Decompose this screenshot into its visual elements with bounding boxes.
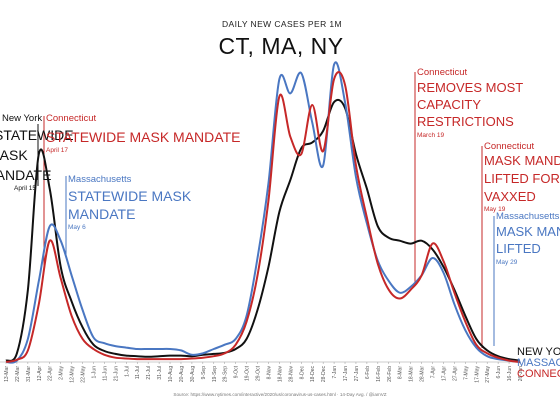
ct-restrictions-date: March 19 (417, 132, 444, 139)
x-tick-label: 27-Apr (452, 366, 458, 381)
ct-lifted-date: May 19 (484, 206, 506, 213)
x-tick-label: 11-Jul (135, 366, 141, 379)
x-tick-label: 1-Jun (92, 366, 98, 379)
ct-mandate-text: STATEWIDE MASK MANDATE (46, 129, 240, 145)
ct-mandate-date: April 17 (46, 147, 68, 154)
x-tick-label: 27-May (485, 366, 491, 383)
x-tick-label: 17-May (474, 366, 480, 383)
x-tick-label: 18-Dec (310, 366, 316, 383)
ct-mandate-label: Connecticut (46, 113, 97, 124)
end-label-ct: CONNECTICUT (517, 368, 560, 380)
x-tick-label: 30-Aug (190, 366, 196, 382)
x-tick-label: 20-Aug (179, 366, 185, 382)
x-tick-label: 9-Sep (201, 366, 207, 380)
x-tick-label: 19-Sep (212, 366, 218, 382)
ny-annotation-date: April 15 (14, 185, 36, 192)
series-line-massachusetts (5, 61, 520, 364)
ma-mandate-line2: MANDATE (68, 206, 135, 222)
x-tick-label: 26-Feb (387, 366, 393, 382)
ma-lifted-label: Massachusetts (496, 211, 560, 222)
x-tick-label: 27-Jan (354, 366, 360, 382)
x-tick-label: 8-Dec (299, 366, 305, 380)
x-tick-label: 26-Jun (518, 366, 524, 382)
x-tick-label: 12-May (70, 366, 76, 383)
ma-mandate-date: May 6 (68, 224, 86, 231)
ct-restrictions-label: Connecticut (417, 67, 468, 78)
x-tick-label: 16-Jun (507, 366, 513, 382)
x-tick-label: 8-Nov (267, 366, 273, 380)
x-tick-label: 12-Apr (37, 366, 43, 381)
ny-annotation-line3: MANDATE (0, 167, 51, 183)
x-tick-label: 9-Oct (234, 365, 240, 378)
x-tick-label: 6-Feb (365, 366, 371, 379)
x-tick-label: 28-Nov (288, 366, 294, 383)
ct-lifted-line3: VAXXED (484, 189, 536, 204)
ma-mandate-line1: STATEWIDE MASK (68, 188, 192, 204)
chart-title: CT, MA, NY (218, 33, 343, 59)
end-label-ma: MASSACHUSETTS (517, 357, 560, 369)
series-line-new-york (5, 98, 520, 362)
x-tick-label: 7-Apr (431, 366, 437, 379)
x-tick-label: 29-Sep (223, 366, 229, 382)
x-tick-label: 10-Aug (168, 366, 174, 382)
source-note: Source: https://www.nytimes.com/interact… (173, 392, 386, 397)
x-tick-label: 28-Dec (321, 366, 327, 383)
x-tick-label: 1-Jul (124, 366, 130, 377)
ct-restrictions-line2: CAPACITY (417, 97, 481, 112)
x-tick-label: 7-Jan (332, 366, 338, 379)
ma-lifted-line1: MASK MANDATE (496, 224, 560, 239)
x-tick-label: 21-Jun (113, 366, 119, 382)
x-tick-label: 31-Jul (157, 366, 163, 380)
x-tick-label: 13-Mar (4, 366, 10, 382)
ma-lifted-date: May 29 (496, 259, 518, 266)
ma-mandate-label: Massachusetts (68, 174, 132, 185)
x-tick-label: 22-Apr (48, 366, 54, 381)
ct-lifted-line1: MASK MANDATE (484, 153, 560, 168)
ct-restrictions-line1: REMOVES MOST (417, 80, 523, 95)
x-tick-label: 17-Apr (441, 366, 447, 381)
ct-lifted-label: Connecticut (484, 141, 535, 152)
ct-lifted-line2: LIFTED FOR (484, 171, 560, 186)
x-tick-label: 7-May (463, 366, 469, 380)
end-label-ny: NEW YORK (517, 346, 560, 358)
series-line-connecticut (5, 71, 520, 363)
ct-restrictions-line3: RESTRICTIONS (417, 114, 514, 129)
ma-lifted-line2: LIFTED (496, 241, 541, 256)
x-tick-label: 21-Jul (146, 366, 152, 380)
x-tick-label: 16-Feb (376, 366, 382, 382)
x-tick-label: 2-May (59, 366, 65, 380)
x-tick-label: 18-Nov (277, 366, 283, 383)
ny-annotation-line2: MASK (0, 147, 28, 163)
x-tick-label: 29-Oct (256, 365, 262, 381)
x-tick-label: 28-Mar (420, 366, 426, 382)
x-tick-label: 22-May (81, 366, 87, 383)
chart-subtitle: DAILY NEW CASES PER 1M (222, 19, 342, 29)
ny-annotation-line1: STATEWIDE (0, 127, 74, 143)
x-tick-label: 18-Mar (409, 366, 415, 382)
x-tick-label: 22-Mar (15, 366, 21, 382)
x-tick-label: 6-Jun (496, 366, 502, 379)
x-tick-label: 8-Mar (398, 366, 404, 379)
x-tick-label: 31-Mar (26, 366, 32, 382)
x-tick-label: 11-Jun (102, 366, 108, 381)
ny-annotation-label: New York (2, 113, 42, 124)
x-tick-label: 19-Oct (245, 365, 251, 381)
x-tick-label: 17-Jan (343, 366, 349, 382)
